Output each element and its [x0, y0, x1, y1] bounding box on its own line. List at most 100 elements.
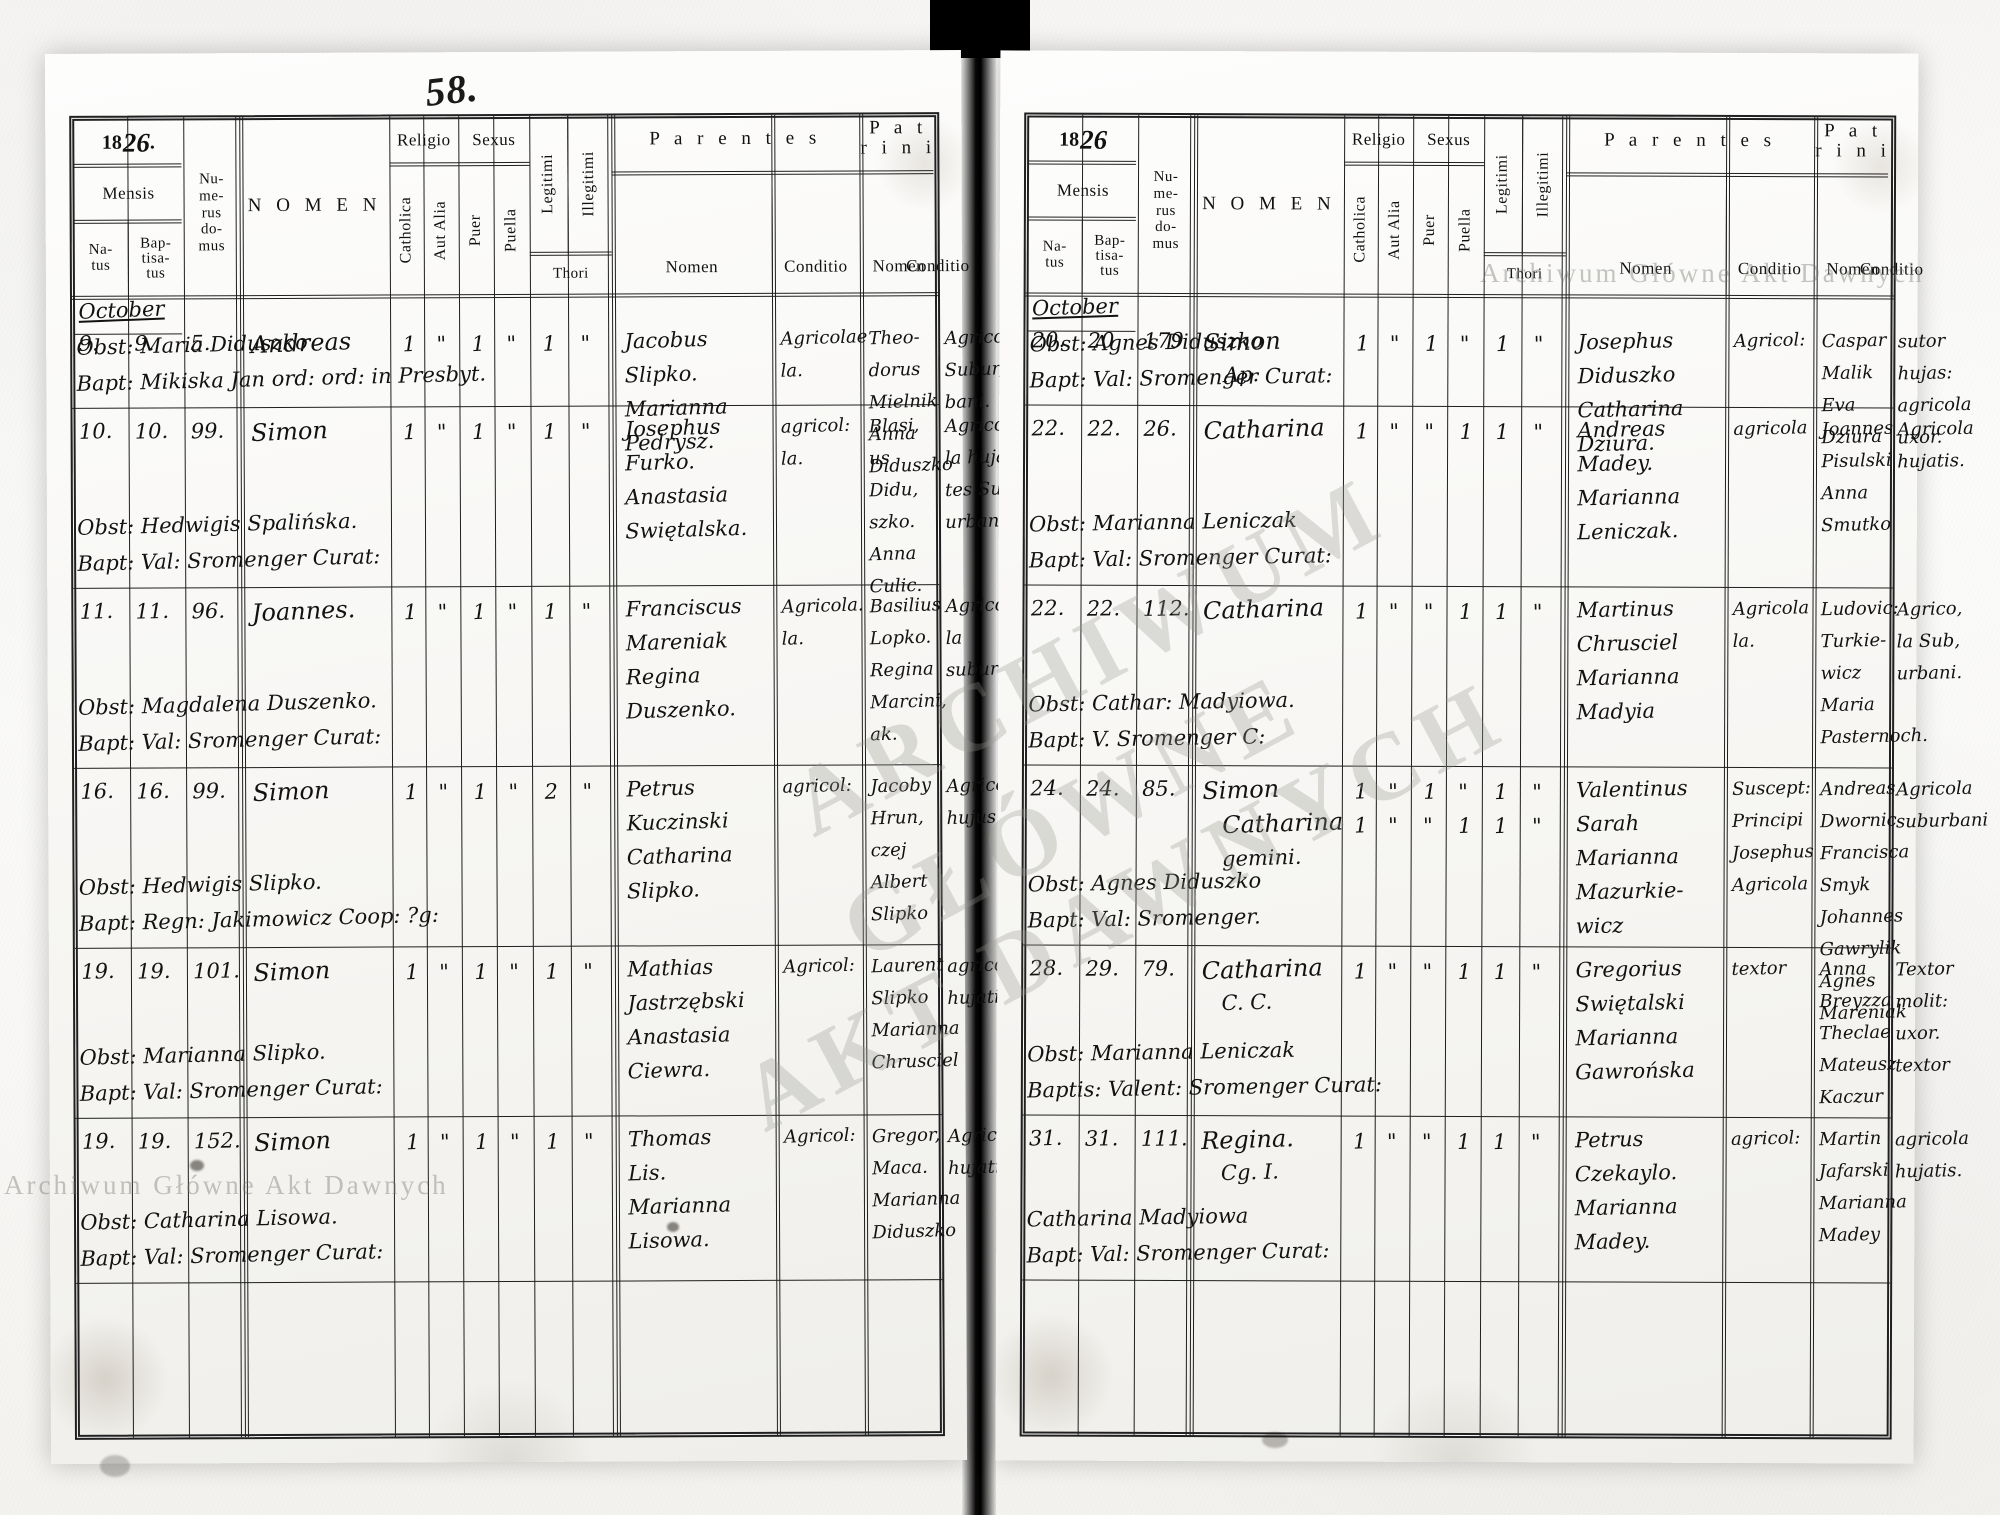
- cell-parentes-nomen: Marianna: [624, 394, 728, 422]
- aut-alia-header: Aut Alia: [431, 200, 449, 261]
- cell-catholica: 1: [1353, 959, 1368, 984]
- cell-catholica: 1: [1355, 331, 1370, 356]
- cell-patrini-nomen: Francisca: [1819, 841, 1910, 865]
- cell-puer: ": [1421, 1129, 1433, 1154]
- row-rule: [76, 1279, 943, 1284]
- cell-parentes-conditio: Agricolae: [780, 326, 868, 350]
- cell-patrini-nomen: Marcini,: [869, 690, 948, 714]
- mensis-header: Mensis: [102, 183, 155, 203]
- cell-illegitimi: ": [1532, 599, 1543, 625]
- cell-puella: ": [507, 599, 518, 624]
- cell-natus: 22.: [1030, 595, 1065, 621]
- cell-patrini-nomen: wicz: [1820, 662, 1862, 685]
- cell-domus: 99.: [190, 418, 225, 444]
- cell-legitimi: 1: [544, 959, 560, 984]
- cell-domus: 26.: [1143, 416, 1177, 441]
- cell-note: Bapt: Val: Sromenger Curat:: [79, 1074, 383, 1106]
- cell-patrini-nomen: Pisulski: [1821, 449, 1892, 473]
- cell-parentes-nomen: Marianna: [1576, 664, 1680, 691]
- table-row: 10. 10. 99. Simon 1 " 1 " 1 " Josephus Furko. Anasta…: [71, 114, 1019, 1438]
- cell-catholica: 1: [1352, 1129, 1367, 1154]
- cell-puer: 1: [473, 779, 488, 805]
- cell-note: Bapt: Val: Sromenger Curat:: [77, 724, 382, 756]
- cell-nomen: Simon: [1203, 326, 1282, 358]
- cell-puer: 1: [1424, 331, 1439, 356]
- cell-patrini-nomen: Turkie-: [1820, 629, 1887, 653]
- cell-puella: 1: [1457, 959, 1472, 984]
- cell-parentes-nomen: Madey.: [1574, 1228, 1651, 1255]
- cell-patrini-nomen: us: [868, 447, 891, 470]
- cell-aut_alia: ": [1388, 599, 1399, 624]
- cell-catholica: 1: [403, 599, 418, 625]
- cell-baptisatus: 19.: [136, 958, 171, 984]
- ink-blot: [190, 1160, 204, 1171]
- sexus-header: Sexus: [1427, 129, 1471, 150]
- cell-patrini-nomen: Theo-: [868, 326, 920, 350]
- cell-aut_alia: ": [439, 1129, 451, 1155]
- cell-parentes-conditio: Agricola: [1731, 873, 1809, 896]
- row-rule: [73, 584, 940, 589]
- cell-patrini-nomen: Mateusz: [1818, 1053, 1897, 1077]
- cell-patrini-nomen: Mielnik: [868, 390, 938, 414]
- cell-puella: ": [1457, 779, 1469, 804]
- cell-patrini-nomen: Joannes: [1821, 417, 1894, 441]
- cell-note: Obst: Marianna Slipko.: [79, 1039, 326, 1070]
- cell-puella: 1: [1456, 1129, 1471, 1154]
- cell-puella: ": [506, 419, 518, 444]
- row-rule: [1024, 584, 1893, 589]
- natus-header: Na- tus: [88, 241, 113, 274]
- cell-illegitimi: ": [583, 1129, 595, 1154]
- cell-parentes-nomen: Petrus: [626, 775, 696, 802]
- cell-patrini-nomen: ak.: [869, 723, 898, 746]
- cell-parentes-conditio: la.: [781, 628, 805, 650]
- cell-domus: 179: [1143, 328, 1184, 353]
- year-printed: 18: [1059, 128, 1080, 151]
- cell-illegitimi: ": [582, 779, 593, 804]
- cell-parentes-nomen: Furko.: [624, 449, 696, 476]
- cell-aut_alia: ": [1389, 419, 1400, 444]
- month-label: October: [1031, 293, 1119, 321]
- cell-aut_alia: ": [1386, 1129, 1398, 1154]
- cell-puella: ": [506, 331, 517, 356]
- register-table-left: 18 26. Mensis Na- tus Bap- tisa- tus Nu- me- …: [69, 112, 1044, 1440]
- cell-parentes-nomen: Swiętalska.: [624, 515, 748, 544]
- cell-puella: 1: [1458, 599, 1473, 624]
- cell-baptisatus: 11.: [135, 598, 170, 624]
- cell-parentes-nomen: Pedrysz.: [624, 428, 715, 456]
- cell-patrini-nomen: Albert: [870, 870, 928, 894]
- catholica-header: Catholica: [1351, 196, 1369, 264]
- mensis-header: Mensis: [1056, 180, 1110, 200]
- thori-header: Thori: [1506, 266, 1543, 283]
- cell-illegitimi: ": [580, 419, 592, 444]
- cell-catholica-second: 1: [1353, 813, 1368, 838]
- table-row: 22. 22. 112. Catharina 1 " " 1 1 " Martinus Chrusci…: [1022, 114, 1962, 1437]
- cell-parentes-nomen: Catharina: [1577, 396, 1684, 423]
- religio-rule: [1344, 161, 1414, 163]
- cell-aut_alia-second: ": [1387, 813, 1399, 838]
- cell-patrini-nomen: Agnes: [1819, 969, 1876, 993]
- cell-patrini-nomen: Diduszko: [872, 1219, 957, 1244]
- cell-parentes-nomen: Marianna: [1575, 1024, 1679, 1051]
- year-handwritten: 26: [122, 127, 150, 158]
- cell-parentes-nomen: Thomas: [627, 1124, 712, 1152]
- puella-header: Puella: [502, 208, 520, 252]
- parentes-nomen-header: Nomen: [1619, 258, 1673, 278]
- cell-parentes-nomen: Anastasia: [627, 1022, 731, 1050]
- cell-note: Obst: Agnes Diduszko: [1029, 328, 1264, 357]
- cell-parentes-nomen: Ciewra.: [627, 1056, 711, 1084]
- cell-patrini-nomen: Andreas: [1819, 777, 1896, 801]
- cell-baptisatus: 24.: [1085, 776, 1120, 801]
- aut-alia-header: Aut Alia: [1385, 200, 1404, 260]
- cell-domus: 152.: [193, 1128, 241, 1154]
- cell-parentes-nomen: Franciscus: [625, 593, 742, 622]
- cell-nomen: Andreas: [250, 327, 352, 360]
- cell-aut_alia: ": [437, 599, 448, 625]
- cell-patrini-nomen: Culic.: [869, 574, 923, 598]
- cell-parentes-conditio: la.: [1732, 630, 1756, 652]
- cell-puer: 1: [471, 419, 486, 445]
- cell-legitimi: 1: [1495, 331, 1510, 357]
- cell-puer: 1: [472, 599, 487, 625]
- ink-blot: [100, 1455, 130, 1477]
- cell-patrini-nomen: Eva: [1821, 394, 1856, 417]
